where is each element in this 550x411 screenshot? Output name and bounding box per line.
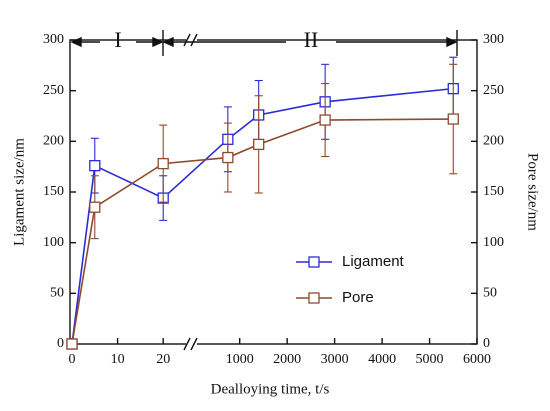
x-tick-label: 6000 — [463, 352, 491, 367]
y2-tick-label: 50 — [483, 286, 497, 301]
y-tick-label: 200 — [43, 134, 64, 149]
data-point — [253, 138, 265, 151]
y-tick-label: 250 — [43, 83, 64, 98]
y2-tick-label: 100 — [483, 235, 504, 250]
region-label: II — [304, 27, 319, 52]
y-tick-label: 0 — [57, 336, 64, 351]
y2-axis-label: Pore size/nm — [525, 153, 541, 231]
data-point — [157, 157, 169, 170]
series — [66, 56, 459, 350]
x-tick-label: 5000 — [416, 352, 444, 367]
x-tick-label: 4000 — [368, 352, 396, 367]
y-tick-label: 50 — [50, 286, 64, 301]
data-point — [89, 160, 101, 172]
y-tick-label: 100 — [43, 235, 64, 250]
y2-tick-label: 250 — [483, 83, 504, 98]
legend-marker — [308, 292, 320, 304]
legend-marker — [308, 256, 320, 268]
y-tick-label: 150 — [43, 184, 64, 199]
series-line — [71, 118, 454, 345]
region-label: I — [114, 27, 121, 52]
x-axis-label: Dealloying time, t/s — [211, 381, 330, 397]
data-point — [222, 151, 234, 164]
x-tick-label: 2000 — [273, 352, 301, 367]
y2-tick-label: 200 — [483, 134, 504, 149]
x-tick-label: 20 — [156, 352, 170, 367]
y2-tick-label: 0 — [483, 336, 490, 351]
data-point — [319, 114, 331, 126]
x-tick-label: 1000 — [226, 352, 254, 367]
y-axis-label: Ligament size/nm — [11, 138, 27, 246]
data-point — [66, 338, 78, 350]
data-point — [447, 113, 459, 125]
y2-tick-label: 300 — [483, 32, 504, 47]
x-tick-label: 0 — [69, 352, 76, 367]
data-point — [89, 201, 101, 213]
series-line — [71, 87, 454, 345]
x-tick-label: 3000 — [321, 352, 349, 367]
axis-break — [183, 33, 198, 351]
series — [66, 63, 459, 350]
legend-label: Pore — [342, 289, 374, 306]
legend-label: Ligament — [342, 253, 405, 270]
plot-frame — [69, 39, 478, 345]
region-markers — [70, 30, 458, 56]
y2-tick-label: 150 — [483, 184, 504, 199]
x-tick-label: 10 — [111, 352, 125, 367]
y-tick-label: 300 — [43, 32, 64, 47]
